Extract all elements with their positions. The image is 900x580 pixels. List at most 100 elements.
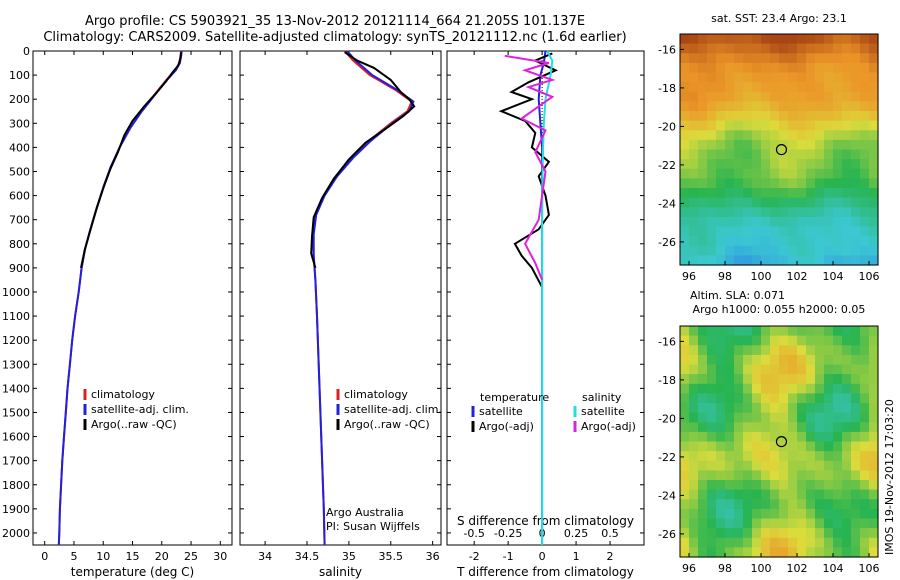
map-cell <box>842 499 852 510</box>
map-cell <box>707 236 717 247</box>
map-cell <box>743 354 753 366</box>
map-cell <box>851 480 861 491</box>
s-tick-label: 0.25 <box>564 527 589 540</box>
map-x-tick-label: 104 <box>823 562 844 575</box>
map-cell <box>869 431 879 443</box>
map-cell <box>761 547 771 558</box>
map-cell <box>833 130 843 141</box>
map-cell <box>806 82 816 93</box>
map-cell <box>734 364 744 375</box>
map-cell <box>842 207 852 218</box>
map-cell <box>833 480 843 491</box>
map-cell <box>752 255 762 266</box>
map-cell <box>788 393 798 404</box>
map-cell <box>842 62 852 74</box>
map-cell <box>761 489 771 500</box>
map-cell <box>842 374 852 385</box>
map-cell <box>707 480 717 491</box>
map-cell <box>788 374 798 385</box>
map-cell <box>770 393 780 404</box>
map-cell <box>815 91 825 102</box>
map-cell <box>698 216 708 228</box>
map-cell <box>707 245 717 256</box>
map-cell <box>680 255 690 266</box>
map-cell <box>752 168 762 179</box>
map-cell <box>842 412 852 423</box>
map-cell <box>707 255 717 266</box>
map-cell <box>743 149 753 160</box>
map-cell <box>770 159 780 170</box>
map-cell <box>734 431 744 443</box>
map-cell <box>707 451 717 462</box>
map-cell <box>698 470 708 481</box>
map-cell <box>752 245 762 256</box>
map-cell <box>860 412 870 423</box>
map-cell <box>860 326 870 337</box>
map-x-tick-label: 96 <box>682 270 696 283</box>
map-cell <box>734 101 744 112</box>
map-cell <box>860 422 870 433</box>
map-cell <box>860 216 870 228</box>
map-cell <box>725 255 735 266</box>
map-cell <box>743 168 753 179</box>
map-cell <box>680 53 690 64</box>
map-cell <box>680 528 690 539</box>
map-cell <box>716 470 726 481</box>
map-cell <box>752 537 762 548</box>
map-cell <box>680 207 690 218</box>
map-cell <box>770 188 780 199</box>
map-y-tick-label: -18 <box>658 374 676 387</box>
map-cell <box>779 354 789 366</box>
map-cell <box>680 226 690 237</box>
map-cell <box>851 72 861 83</box>
map-cell <box>770 43 780 54</box>
map-cell <box>869 326 879 337</box>
map-cell <box>842 422 852 433</box>
map-cell <box>707 489 717 500</box>
map-cell <box>734 139 744 151</box>
map-cell <box>824 451 834 462</box>
series-line <box>541 50 554 545</box>
map-cell <box>842 547 852 558</box>
map-cell <box>743 62 753 74</box>
map-cell <box>716 255 726 266</box>
map-cell <box>779 72 789 83</box>
map-cell <box>860 499 870 510</box>
map-cell <box>743 139 753 151</box>
map-cell <box>698 518 708 529</box>
map-cell <box>698 34 708 45</box>
map-cell <box>851 43 861 54</box>
map-cell <box>806 43 816 54</box>
map-cell <box>815 441 825 452</box>
map-cell <box>698 130 708 141</box>
map-cell <box>761 82 771 93</box>
map-y-tick-label: -26 <box>658 528 676 541</box>
map-cell <box>689 178 699 189</box>
map-cell <box>860 207 870 218</box>
map-cell <box>770 431 780 443</box>
map-cell <box>689 460 699 471</box>
map-cell <box>698 197 708 208</box>
map-cell <box>770 528 780 539</box>
map-cell <box>734 470 744 481</box>
map-cell <box>869 130 879 141</box>
map-cell <box>770 197 780 208</box>
map-cell <box>869 480 879 491</box>
map-cell <box>788 82 798 93</box>
map-cell <box>716 139 726 151</box>
map-cell <box>797 62 807 74</box>
map-cell <box>851 345 861 356</box>
map-cell <box>869 528 879 539</box>
map-cell <box>833 197 843 208</box>
map-cell <box>734 499 744 510</box>
map-cell <box>770 441 780 452</box>
map-cell <box>860 441 870 452</box>
map-cell <box>797 528 807 539</box>
map-cell <box>680 460 690 471</box>
map-cell <box>806 72 816 83</box>
map-cell <box>743 188 753 199</box>
legend-label: Argo(-adj) <box>479 420 534 433</box>
map-cell <box>806 451 816 462</box>
map-cell <box>689 139 699 151</box>
map-cell <box>779 188 789 199</box>
